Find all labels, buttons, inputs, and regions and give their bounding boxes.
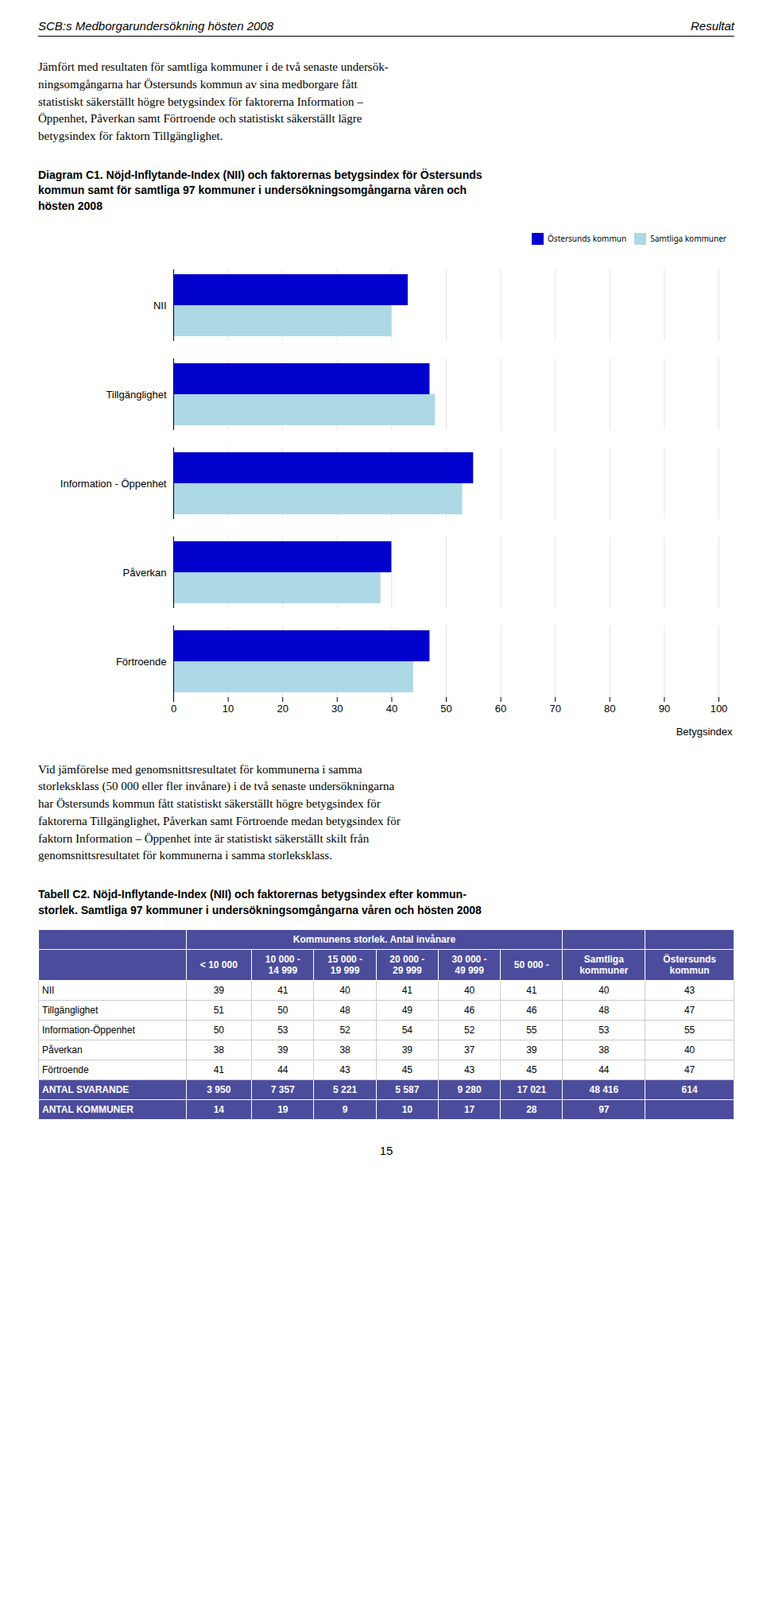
html-text:44: 44 (598, 1064, 610, 1076)
html-text:43: 43 (464, 1064, 475, 1076)
html-text:40: 40 (598, 984, 610, 997)
svg-text:10: 10 (222, 701, 234, 714)
html-text:Vid jämförelse med genomsnitts: Vid jämförelse med genomsnittsresultatet… (38, 762, 401, 862)
html-text:97: 97 (598, 1104, 610, 1116)
html-text:54: 54 (401, 1024, 413, 1036)
html-text:45: 45 (401, 1064, 413, 1076)
html-text:28: 28 (526, 1104, 537, 1116)
svg-text:Påverkan: Påverkan (123, 565, 167, 578)
html-text:14: 14 (213, 1104, 225, 1116)
svg-text:100: 100 (710, 701, 729, 714)
svg-text:Information - Öppenhet: Information - Öppenhet (60, 476, 167, 489)
html-text:Samtliga kommuner: Samtliga kommuner (579, 953, 629, 977)
svg-text:40: 40 (386, 701, 398, 714)
html-text:47: 47 (684, 1064, 695, 1076)
html-text:50: 50 (277, 1004, 289, 1016)
html-text:Tillgänglighet: Tillgänglighet (42, 1004, 98, 1016)
html-text:614: 614 (681, 1084, 698, 1096)
html-text:46: 46 (526, 1004, 537, 1016)
svg-text:90: 90 (658, 701, 671, 714)
html-text:48: 48 (598, 1004, 610, 1016)
html-text:49: 49 (401, 1004, 413, 1016)
html-text:< 10 000: < 10 000 (200, 959, 238, 971)
html-text:47: 47 (684, 1004, 695, 1016)
html-text:NII: NII (42, 984, 55, 997)
svg-text:Tillgänglighet: Tillgänglighet (105, 387, 167, 400)
html-text:Påverkan: Påverkan (42, 1044, 83, 1056)
html-text:15: 15 (379, 1143, 393, 1158)
html-text:43: 43 (339, 1064, 351, 1076)
html-text:20 000 - 29 999: 20 000 - 29 999 (389, 953, 425, 977)
svg-text:Betygsindex: Betygsindex (676, 724, 733, 737)
html-text:50: 50 (213, 1024, 225, 1036)
html-text:53: 53 (598, 1024, 610, 1036)
html-text:39: 39 (526, 1044, 537, 1056)
svg-text:80: 80 (604, 701, 616, 714)
html-text:48 416: 48 416 (589, 1084, 619, 1096)
html-text:Jämfört med resultaten för sam: Jämfört med resultaten för samtliga komm… (38, 60, 389, 143)
html-text:41: 41 (213, 1064, 225, 1076)
html-text:3 950: 3 950 (206, 1084, 231, 1096)
html-text:40: 40 (684, 1044, 695, 1056)
html-text:15 000 - 19 999: 15 000 - 19 999 (327, 953, 363, 977)
html-text:41: 41 (526, 984, 537, 997)
html-text:10 000 - 14 999: 10 000 - 14 999 (265, 953, 301, 977)
html-text:5 221: 5 221 (333, 1084, 357, 1096)
html-text:Resultat: Resultat (690, 19, 735, 33)
html-text:40: 40 (339, 984, 351, 997)
html-text:46: 46 (464, 1004, 475, 1016)
svg-text:50: 50 (440, 701, 452, 714)
svg-text:0: 0 (170, 701, 177, 714)
html-text:45: 45 (526, 1064, 537, 1076)
html-text:50 000 -: 50 000 - (514, 959, 550, 971)
html-text:19: 19 (277, 1104, 289, 1116)
html-text:Kommunens storlek. Antal invån: Kommunens storlek. Antal invånare (293, 934, 456, 946)
html-text:55: 55 (684, 1024, 695, 1036)
html-text:5 587: 5 587 (395, 1084, 420, 1096)
svg-text:Förtroende: Förtroende (116, 654, 167, 667)
svg-text:70: 70 (549, 701, 561, 714)
html-text:52: 52 (464, 1024, 475, 1036)
html-text:10: 10 (401, 1104, 413, 1116)
html-text:9: 9 (342, 1104, 348, 1116)
html-text:52: 52 (339, 1024, 351, 1036)
svg-text:30: 30 (331, 701, 343, 714)
html-text:55: 55 (526, 1024, 537, 1036)
html-text:7 357: 7 357 (270, 1084, 295, 1096)
svg-text:20: 20 (276, 701, 288, 714)
html-text:30 000 - 49 999: 30 000 - 49 999 (451, 953, 487, 977)
html-text:37: 37 (464, 1044, 475, 1056)
html-text:38: 38 (598, 1044, 610, 1056)
html-text:Samtliga kommuner: Samtliga kommuner (650, 232, 727, 245)
html-text:Information-Öppenhet: Information-Öppenhet (42, 1024, 135, 1036)
html-text:40: 40 (464, 984, 475, 997)
svg-text:60: 60 (495, 701, 507, 714)
html-text:48: 48 (339, 1004, 351, 1016)
html-text:38: 38 (213, 1044, 225, 1056)
html-text:ANTAL KOMMUNER: ANTAL KOMMUNER (42, 1104, 134, 1116)
html-text:39: 39 (213, 984, 225, 997)
html-text:53: 53 (277, 1024, 289, 1036)
html-text:17: 17 (464, 1104, 475, 1116)
html-text:Östersunds kommun: Östersunds kommun (547, 232, 627, 245)
html-text:17 021: 17 021 (517, 1084, 547, 1096)
html-text:ANTAL SVARANDE: ANTAL SVARANDE (42, 1084, 129, 1096)
html-text:39: 39 (401, 1044, 413, 1056)
html-text:51: 51 (213, 1004, 225, 1016)
html-text:39: 39 (277, 1044, 289, 1056)
html-text:41: 41 (277, 984, 289, 997)
html-text:SCB:s Medborgarundersökning hö: SCB:s Medborgarundersökning hösten 2008 (38, 19, 274, 33)
html-text:Östersunds kommun: Östersunds kommun (663, 953, 717, 977)
html-text:44: 44 (277, 1064, 289, 1076)
svg-text:NII: NII (153, 298, 167, 311)
html-text:43: 43 (684, 984, 695, 997)
html-text:Diagram C1. Nöjd-Inflytande-In: Diagram C1. Nöjd-Inflytande-Index (NII) … (38, 168, 483, 213)
html-text:9 280: 9 280 (457, 1084, 482, 1096)
html-text:38: 38 (339, 1044, 351, 1056)
html-text:Tabell C2. Nöjd-Inflytande-Ind: Tabell C2. Nöjd-Inflytande-Index (NII) o… (38, 887, 482, 917)
html-text:Förtroende: Förtroende (42, 1064, 89, 1076)
html-text:41: 41 (401, 984, 413, 997)
